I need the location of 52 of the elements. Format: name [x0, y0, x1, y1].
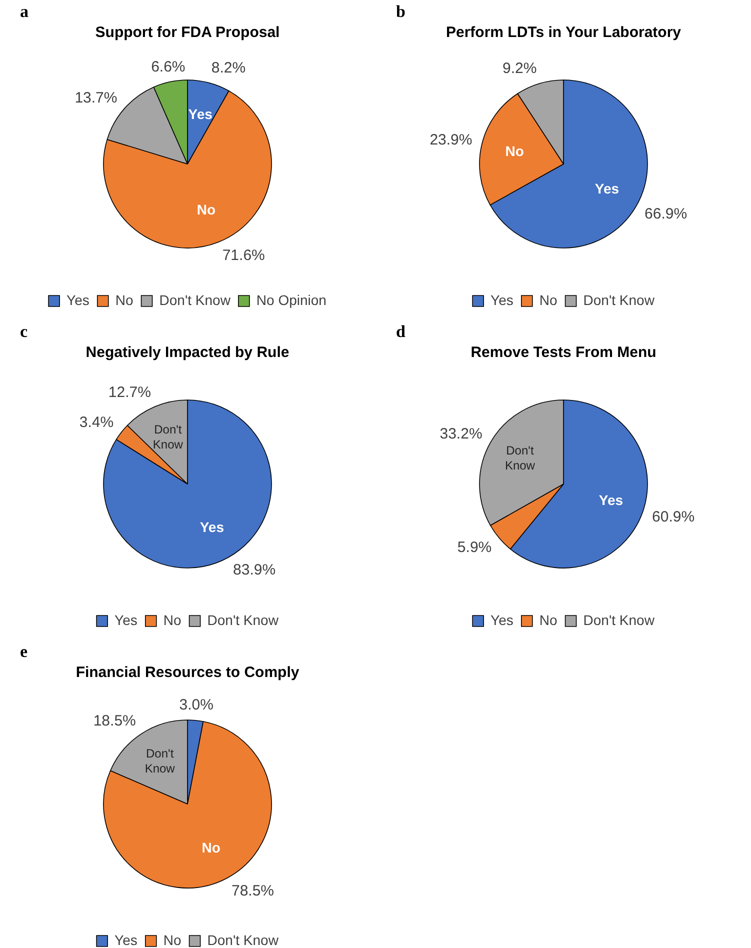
legend-label: No	[539, 292, 558, 308]
legend-label: Don't Know	[583, 292, 656, 308]
slice-label: Yes	[188, 106, 213, 122]
legend-label: Yes	[490, 292, 514, 308]
text: e	[20, 642, 28, 662]
slice-label: Don't Know	[152, 422, 184, 452]
data-label: 78.5%	[231, 882, 274, 900]
legend-label: No Opinion	[256, 292, 326, 308]
data-label: 71.6%	[222, 247, 265, 264]
data-label: 5.9%	[457, 538, 492, 556]
data-label: 18.5%	[93, 712, 136, 730]
data-label: 83.9%	[233, 562, 276, 579]
legend-label: Yes	[490, 612, 514, 628]
slice-label: Don't Know	[144, 746, 176, 776]
text: a	[20, 2, 28, 22]
legend-label: Yes	[114, 612, 138, 628]
legend-label: Don't Know	[207, 932, 280, 948]
data-label: 12.7%	[108, 384, 151, 401]
legend-label: Don't Know	[159, 292, 232, 308]
slice-label: Yes	[200, 518, 224, 535]
legend-label: Yes	[66, 292, 90, 308]
legend-label: Don't Know	[583, 612, 656, 628]
data-label: 60.9%	[652, 508, 695, 526]
chart-title: Perform LDTs in Your Laboratory	[446, 24, 682, 42]
data-label: 23.9%	[430, 131, 472, 148]
slice-label: No	[505, 142, 524, 159]
legend-label: No	[539, 612, 558, 628]
chart-title: Financial Resources to Comply	[76, 664, 300, 682]
text: d	[396, 322, 406, 342]
data-label: 66.9%	[644, 205, 688, 222]
slice-label: Yes	[598, 492, 624, 508]
chart-title: Remove Tests From Menu	[470, 344, 656, 362]
data-label: 3.4%	[79, 414, 114, 431]
legend-label: No	[115, 292, 134, 308]
slice-label: No	[202, 839, 220, 856]
slice-label: Yes	[594, 180, 620, 196]
data-label: 9.2%	[502, 60, 537, 78]
text: c	[20, 322, 28, 342]
data-label: 13.7%	[74, 89, 118, 106]
data-label: 8.2%	[211, 59, 246, 76]
chart-title: Negatively Impacted by Rule	[86, 344, 290, 362]
legend-label: No	[163, 932, 182, 948]
text: b	[396, 2, 406, 22]
slice-label: Don't Know	[504, 443, 536, 472]
legend-label: Yes	[114, 932, 138, 948]
slice-label: No	[196, 202, 216, 218]
data-label: 6.6%	[151, 58, 186, 76]
data-label: 3.0%	[179, 696, 214, 714]
data-label: 33.2%	[440, 425, 482, 442]
legend-label: Don't Know	[207, 612, 280, 628]
legend-label: No	[163, 612, 182, 628]
chart-title: Support for FDA Proposal	[95, 24, 280, 42]
